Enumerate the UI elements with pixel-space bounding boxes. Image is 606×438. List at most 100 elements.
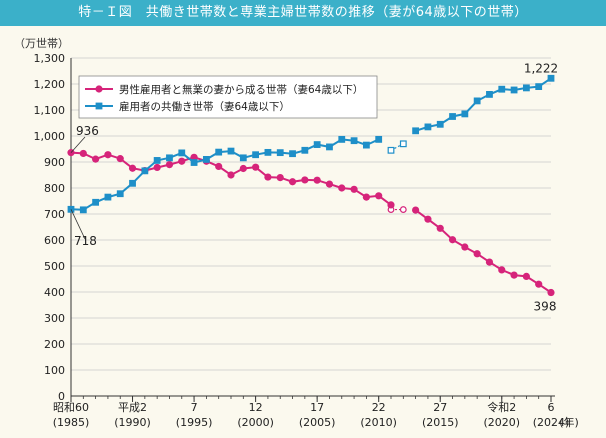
data-point xyxy=(215,162,223,171)
data-point xyxy=(350,137,358,145)
x-tick-sublabel: (2005) xyxy=(299,416,336,429)
x-tick-sublabel: (2010) xyxy=(360,416,397,429)
y-tick-label: 400 xyxy=(44,286,65,299)
data-point xyxy=(165,161,174,169)
data-point xyxy=(449,113,456,120)
data-point xyxy=(498,85,506,93)
data-point xyxy=(313,141,321,148)
series-1 xyxy=(67,74,555,214)
x-tick-sublabel: (1995) xyxy=(176,416,213,429)
x-tick-label: 6 xyxy=(548,401,555,414)
data-label: 718 xyxy=(74,234,97,248)
data-point xyxy=(313,176,321,184)
data-point xyxy=(375,192,383,200)
x-tick-label: 令和2 xyxy=(487,400,516,414)
y-tick-label: 700 xyxy=(44,208,65,221)
y-tick-label: 900 xyxy=(44,156,65,169)
data-point xyxy=(289,150,296,158)
y-tick-label: 100 xyxy=(44,364,65,377)
x-tick-label: 7 xyxy=(191,401,198,414)
data-point xyxy=(202,156,210,163)
y-tick-label: 1,300 xyxy=(34,52,66,65)
y-tick-label: 0 xyxy=(58,390,65,403)
data-point xyxy=(264,173,272,181)
data-point xyxy=(436,120,444,128)
y-tick-label: 1,200 xyxy=(34,78,66,91)
data-point xyxy=(338,184,346,192)
data-point xyxy=(92,155,100,163)
data-point xyxy=(227,171,235,179)
data-point xyxy=(535,83,543,90)
x-tick-label: 27 xyxy=(433,401,447,414)
x-tick-sublabel: (2024) xyxy=(533,416,570,429)
data-point xyxy=(301,176,309,184)
data-point xyxy=(350,185,358,193)
legend-label: 男性雇用者と無業の妻から成る世帯（妻64歳以下） xyxy=(119,83,363,96)
y-tick-label: 1,000 xyxy=(34,130,66,143)
data-point xyxy=(104,151,112,159)
data-point xyxy=(522,84,530,92)
y-axis-unit-label: （万世帯） xyxy=(14,37,69,50)
data-point xyxy=(252,163,260,171)
x-tick-sublabel: (2020) xyxy=(483,416,520,429)
data-point xyxy=(448,236,457,244)
data-point xyxy=(362,141,370,149)
y-tick-label: 300 xyxy=(44,312,65,325)
series-0 xyxy=(67,149,555,297)
x-tick-label: 平成2 xyxy=(118,401,147,414)
data-point xyxy=(375,135,383,143)
x-tick-sublabel: (1985) xyxy=(53,416,90,429)
data-point xyxy=(79,149,87,158)
data-point xyxy=(436,224,444,232)
data-point xyxy=(473,250,481,258)
series-line xyxy=(415,77,552,132)
data-point xyxy=(510,271,518,279)
x-tick-sublabel: (2015) xyxy=(422,416,459,429)
hollow-point xyxy=(399,206,407,213)
y-tick-label: 800 xyxy=(44,182,65,195)
data-point xyxy=(486,91,493,98)
data-point xyxy=(239,164,247,173)
series-line xyxy=(415,209,552,294)
data-point xyxy=(276,149,284,157)
data-point xyxy=(215,148,223,156)
x-tick-label: 17 xyxy=(310,401,324,414)
data-point xyxy=(325,180,334,188)
data-point xyxy=(461,110,469,118)
data-point xyxy=(326,143,333,151)
data-label: 936 xyxy=(76,124,99,138)
data-point xyxy=(522,272,530,280)
data-point xyxy=(264,148,272,156)
data-point xyxy=(387,201,395,209)
annotation-leader xyxy=(70,136,86,153)
data-point xyxy=(92,198,100,206)
data-point xyxy=(473,97,481,105)
data-point xyxy=(128,164,137,172)
data-point xyxy=(227,147,235,155)
data-point xyxy=(252,151,260,159)
y-tick-label: 500 xyxy=(44,260,65,273)
data-point xyxy=(547,288,555,297)
hollow-point xyxy=(399,140,407,148)
data-point xyxy=(412,206,420,214)
x-tick-label: 12 xyxy=(249,401,263,414)
legend-label: 雇用者の共働き世帯（妻64歳以下） xyxy=(119,100,290,113)
data-point xyxy=(116,190,124,198)
annotation-leader xyxy=(70,209,86,240)
data-point xyxy=(461,243,469,251)
data-point xyxy=(116,155,124,163)
data-label: 398 xyxy=(534,300,557,314)
data-point xyxy=(153,157,161,164)
data-point xyxy=(190,159,198,166)
data-point xyxy=(412,127,420,135)
data-point xyxy=(510,86,518,94)
data-point xyxy=(79,206,87,214)
line-chart: （万世帯） 0 100 200 300 400 500 600 700 800 900 1,000 1… xyxy=(14,37,579,429)
x-axis-unit-label: (年) xyxy=(559,415,579,429)
data-point xyxy=(239,154,247,162)
x-tick-sublabel: (1990) xyxy=(114,416,151,429)
data-point xyxy=(424,123,432,131)
data-point xyxy=(301,146,309,154)
data-point xyxy=(141,167,149,175)
y-tick-label: 1,100 xyxy=(34,104,66,117)
